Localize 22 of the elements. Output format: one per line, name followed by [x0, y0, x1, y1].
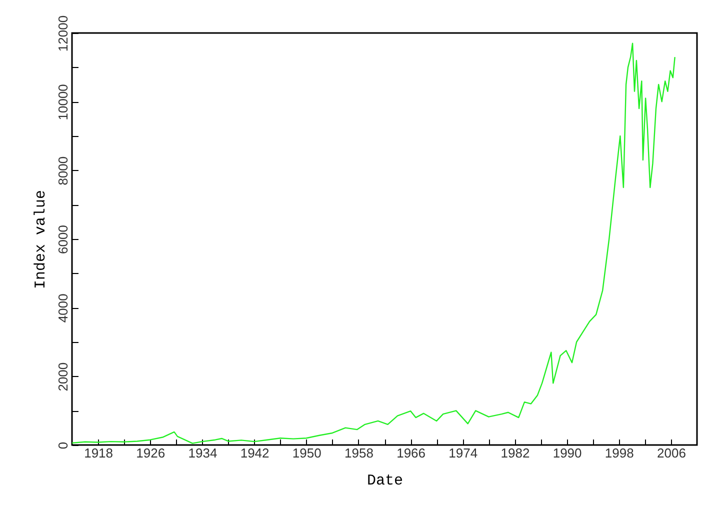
x-tick-label: 1998 — [604, 446, 634, 460]
x-tick-label: 1974 — [448, 446, 478, 460]
y-axis-title: Index value — [32, 190, 50, 290]
y-tick-label: 10000 — [56, 84, 70, 120]
x-tick-label: 1950 — [292, 446, 322, 460]
x-tick-label: 1934 — [188, 446, 218, 460]
x-tick-label: 2006 — [656, 446, 686, 460]
y-tick-label: 4000 — [56, 294, 70, 323]
x-tick-label: 1918 — [84, 446, 114, 460]
x-tick-label: 1966 — [396, 446, 426, 460]
y-tick-label: 12000 — [56, 15, 70, 52]
y-tick-label: 6000 — [56, 225, 70, 254]
y-tick-label: 0 — [56, 442, 70, 450]
line-series — [71, 42, 676, 444]
y-tick-label: 2000 — [56, 362, 70, 392]
x-tick-label: 1990 — [552, 446, 582, 460]
x-tick-label: 1942 — [240, 446, 270, 460]
y-tick-label: 8000 — [56, 156, 70, 186]
x-tick-label: 1926 — [136, 446, 166, 460]
x-tick-label: 1958 — [344, 446, 374, 460]
x-axis-title: Date — [366, 472, 404, 490]
x-tick-label: 1982 — [500, 446, 530, 460]
